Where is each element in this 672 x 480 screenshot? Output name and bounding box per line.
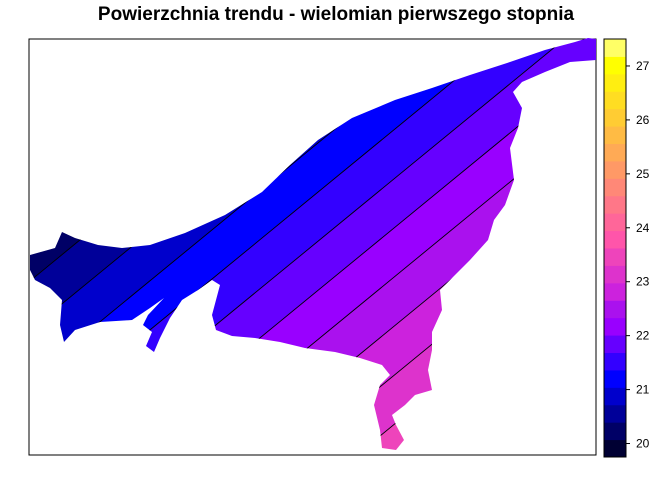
legend-swatch [604, 56, 626, 75]
legend-tick-label: 25 [636, 167, 650, 181]
legend-swatch [604, 230, 626, 249]
legend-swatch [604, 387, 626, 406]
legend-tick-label: 22 [636, 329, 650, 343]
legend-swatch [604, 422, 626, 441]
legend-tick-label: 27 [636, 59, 650, 73]
legend-tick-label: 20 [636, 437, 650, 451]
legend-swatch [604, 404, 626, 423]
legend-frame [603, 38, 627, 458]
legend-swatch [604, 352, 626, 371]
legend-swatch [604, 439, 626, 458]
legend-swatch [604, 108, 626, 127]
legend-swatch [604, 317, 626, 336]
legend-swatch [604, 265, 626, 284]
legend-swatch [604, 39, 626, 57]
legend-swatch [604, 73, 626, 92]
legend-swatch [604, 335, 626, 353]
legend-swatch [604, 248, 626, 266]
legend-swatch [604, 143, 626, 162]
legend-swatch [604, 195, 626, 214]
legend-swatch [604, 282, 626, 301]
legend-swatch [604, 160, 626, 179]
legend-tick-label: 21 [636, 383, 650, 397]
legend-swatch [604, 178, 626, 197]
legend-tick-label: 24 [636, 221, 650, 235]
legend-tick-label: 23 [636, 275, 650, 289]
legend-swatch [604, 213, 626, 232]
legend: 20 21 22 23 24 25 26 27 [603, 38, 650, 458]
legend-swatch [604, 126, 626, 144]
legend-ticks: 20 21 22 23 24 25 26 27 [626, 59, 650, 451]
legend-color-bar [604, 39, 626, 458]
legend-tick-label: 26 [636, 113, 650, 127]
legend-swatch [604, 300, 626, 319]
legend-swatch [604, 369, 626, 388]
legend-swatch [604, 91, 626, 110]
map-title: Powierzchnia trendu - wielomian pierwsze… [97, 4, 575, 25]
